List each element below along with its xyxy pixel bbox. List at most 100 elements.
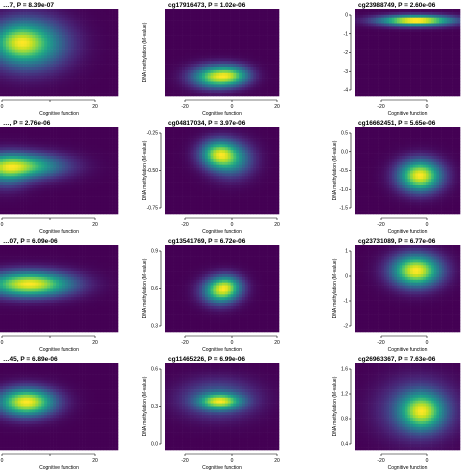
heatmap-cell — [376, 67, 379, 71]
heatmap-cell — [26, 129, 30, 134]
heatmap-cell — [17, 46, 21, 50]
heatmap-cell — [53, 55, 57, 59]
heatmap-cell — [196, 9, 200, 13]
heatmap-cell — [425, 58, 429, 62]
heatmap-cell — [70, 170, 75, 174]
heatmap-cell — [256, 52, 260, 56]
heatmap-cell — [187, 81, 191, 85]
heatmap-cell — [259, 43, 263, 47]
heatmap-cell — [247, 58, 251, 62]
heatmap-cell — [216, 14, 220, 18]
heatmap-cell — [44, 187, 48, 192]
heatmap-cell — [418, 52, 421, 56]
heatmap-cell — [389, 93, 393, 97]
heatmap-cell — [67, 72, 72, 76]
heatmap-cell — [11, 153, 16, 157]
heatmap-cell — [420, 9, 424, 13]
heatmap-cell — [250, 20, 254, 24]
heatmap-cell — [184, 84, 189, 88]
heatmap-cell — [8, 156, 13, 160]
heatmap-cell — [67, 49, 72, 53]
heatmap-cell — [423, 14, 427, 18]
heatmap-cell — [370, 49, 374, 53]
heatmap-cell — [250, 43, 254, 47]
heatmap-cell — [82, 156, 86, 160]
heatmap-cell — [0, 46, 4, 50]
heatmap-cell — [439, 84, 442, 88]
heatmap-cell — [41, 23, 45, 27]
heatmap-cell — [97, 78, 101, 82]
heatmap-cell — [79, 167, 83, 171]
heatmap-cell — [115, 23, 119, 27]
heatmap-cell — [365, 9, 369, 13]
heatmap-cell — [446, 87, 450, 91]
heatmap-cell — [227, 46, 231, 50]
heatmap-cell — [376, 35, 379, 39]
heatmap-cell — [50, 55, 54, 59]
heatmap-cell — [94, 179, 98, 183]
heatmap-cell — [82, 78, 86, 82]
heatmap-cell — [170, 20, 174, 24]
heatmap-cell — [11, 75, 16, 79]
heatmap-cell — [399, 38, 403, 42]
heatmap-cell — [415, 46, 419, 50]
heatmap-cell — [276, 129, 280, 134]
heatmap-cell — [376, 17, 379, 21]
heatmap-cell — [227, 64, 231, 68]
heatmap-cell — [247, 129, 251, 134]
heatmap-cell — [270, 93, 274, 97]
heatmap-cell — [193, 23, 197, 27]
heatmap-cell — [97, 69, 101, 74]
heatmap-cell — [397, 49, 400, 53]
heatmap-cell — [210, 11, 214, 16]
heatmap-cell — [11, 20, 16, 24]
heatmap-cell — [204, 35, 209, 39]
heatmap-cell — [112, 208, 116, 212]
heatmap-cell — [264, 127, 268, 131]
heatmap-cell — [32, 179, 36, 183]
heatmap-cell — [190, 55, 194, 59]
heatmap-cell — [94, 127, 98, 131]
heatmap-cell — [264, 32, 268, 36]
heatmap-cell — [204, 78, 209, 82]
heatmap-cell — [389, 64, 393, 68]
heatmap-cell — [103, 179, 107, 183]
heatmap-cell — [91, 129, 95, 134]
heatmap-cell — [454, 32, 458, 36]
heatmap-cell — [415, 87, 419, 91]
heatmap-cell — [73, 17, 77, 21]
heatmap-cell — [407, 67, 411, 71]
heatmap-cell — [26, 11, 30, 16]
heatmap-cell — [97, 196, 101, 200]
heatmap-cell — [70, 182, 75, 186]
heatmap-cell — [391, 72, 395, 76]
heatmap-cell — [383, 46, 387, 50]
heatmap-cell — [14, 158, 18, 163]
heatmap-cell — [383, 93, 387, 97]
heatmap-cell — [23, 185, 27, 189]
heatmap-cell — [449, 14, 453, 18]
heatmap-cell — [259, 87, 263, 91]
heatmap-cell — [94, 46, 98, 50]
heatmap-cell — [433, 17, 437, 21]
heatmap-cell — [247, 52, 251, 56]
heatmap-cell — [91, 153, 95, 157]
heatmap-cell — [224, 84, 228, 88]
heatmap-cell — [85, 129, 89, 134]
heatmap-cell — [176, 72, 180, 76]
heatmap-cell — [41, 11, 45, 16]
heatmap-cell — [250, 67, 254, 71]
heatmap-cell — [38, 67, 42, 71]
heatmap-cell — [213, 43, 217, 47]
heatmap-cell — [433, 43, 437, 47]
heatmap-cell — [106, 179, 110, 183]
heatmap-cell — [85, 208, 89, 212]
heatmap-cell — [233, 32, 237, 36]
heatmap-cell — [227, 11, 231, 16]
heatmap-cell — [106, 205, 110, 209]
heatmap-cell — [59, 55, 63, 59]
heatmap-cell — [394, 38, 398, 42]
heatmap-cell — [241, 84, 246, 88]
heatmap-cell — [2, 190, 7, 194]
heatmap-cell — [14, 20, 18, 24]
